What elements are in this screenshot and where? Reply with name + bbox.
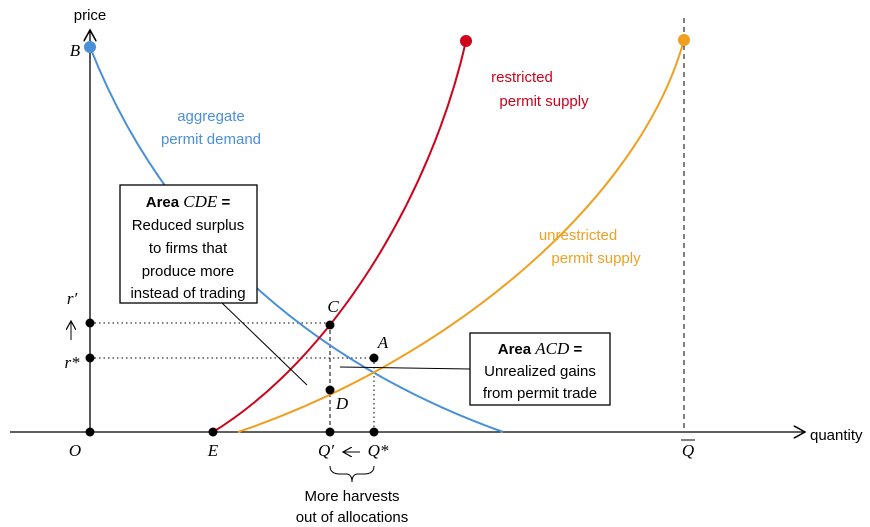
box-title: Area CDE = bbox=[146, 192, 231, 211]
x-axis-label: quantity bbox=[810, 427, 863, 444]
caption: out of allocations bbox=[296, 509, 409, 526]
point-label: D bbox=[335, 394, 349, 413]
box-line: to firms that bbox=[149, 240, 228, 257]
demand-curve bbox=[89, 46, 504, 433]
curve-label: unrestricted bbox=[539, 227, 617, 244]
box-title-suffix: = bbox=[221, 194, 230, 211]
box-title: Area ACD = bbox=[498, 339, 583, 358]
box-title-italic: CDE bbox=[183, 192, 218, 211]
pointer bbox=[339, 366, 471, 370]
guides bbox=[90, 322, 375, 433]
points bbox=[85, 318, 379, 437]
point-label: O bbox=[69, 441, 81, 460]
unrestricted-supply-curve bbox=[237, 39, 685, 433]
box-line: Reduced surplus bbox=[132, 217, 245, 234]
point-label: A bbox=[377, 333, 389, 352]
box-title-bold: Area bbox=[498, 341, 532, 358]
curve-label: restricted bbox=[491, 69, 553, 86]
curve-label: permit supply bbox=[499, 93, 589, 110]
y-axis-label: price bbox=[74, 7, 107, 24]
box-line: Unrealized gains bbox=[484, 363, 596, 380]
endpoint bbox=[678, 34, 690, 46]
point-label: Q′ bbox=[318, 441, 334, 460]
endpoint bbox=[460, 35, 472, 47]
box-line: instead of trading bbox=[130, 285, 245, 302]
box-title-suffix: = bbox=[573, 341, 582, 358]
box-title-bold: Area bbox=[146, 194, 180, 211]
brace bbox=[329, 465, 375, 483]
box: Area ACD = Unrealized gains from permit … bbox=[469, 332, 611, 406]
caption: More harvests bbox=[304, 488, 399, 505]
point-label: C bbox=[327, 297, 339, 316]
point-label: B bbox=[70, 41, 81, 60]
point-label: r′ bbox=[67, 289, 78, 308]
box-line: produce more bbox=[142, 263, 235, 280]
curve-label: permit demand bbox=[161, 131, 261, 148]
endpoint bbox=[84, 41, 96, 53]
box-title-italic: ACD bbox=[534, 339, 570, 358]
point-label: Q* bbox=[368, 441, 389, 460]
curve-label: aggregate bbox=[177, 108, 245, 125]
box-line: from permit trade bbox=[483, 385, 597, 402]
pointer bbox=[221, 302, 308, 386]
point-label: Q bbox=[682, 441, 694, 460]
box: Area CDE = Reduced surplus to firms that… bbox=[119, 184, 258, 304]
curve-label: permit supply bbox=[551, 250, 641, 267]
point-label: r* bbox=[64, 353, 80, 372]
restricted-supply-curve bbox=[212, 40, 467, 433]
point-label: E bbox=[207, 441, 219, 460]
